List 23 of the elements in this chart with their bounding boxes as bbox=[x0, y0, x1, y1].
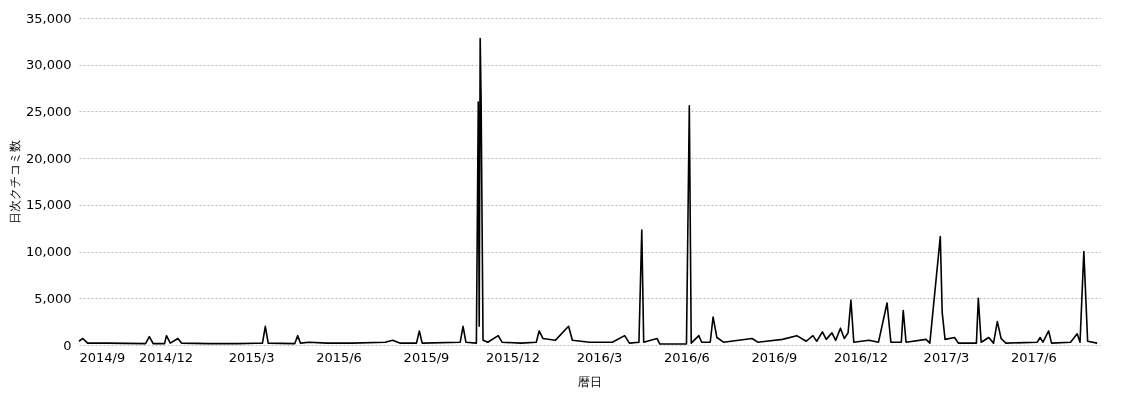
y-tick-label: 35,000 bbox=[26, 10, 72, 26]
y-tick-label: 10,000 bbox=[26, 244, 72, 260]
x-tick-label: 2017/6 bbox=[1011, 349, 1057, 365]
y-tick-label: 0 bbox=[63, 337, 72, 353]
x-tick-label: 2017/3 bbox=[923, 349, 970, 365]
x-tick-label: 2014/12 bbox=[139, 349, 194, 365]
x-tick-label: 2015/12 bbox=[485, 349, 541, 365]
y-tick-label: 25,000 bbox=[26, 103, 72, 119]
x-tick-label: 2015/6 bbox=[316, 349, 362, 365]
x-tick-label: 2016/9 bbox=[751, 349, 798, 365]
x-tick-label: 2015/9 bbox=[403, 349, 450, 365]
x-tick-label: 2015/3 bbox=[228, 349, 275, 365]
x-tick-label: 2016/6 bbox=[664, 349, 710, 365]
x-tick-label: 2016/12 bbox=[833, 349, 888, 365]
y-tick-label: 30,000 bbox=[26, 57, 72, 73]
line-series bbox=[78, 37, 1098, 345]
x-tick-label: 2016/3 bbox=[576, 349, 623, 365]
y-tick-label: 20,000 bbox=[26, 150, 72, 166]
x-axis-title: 暦日 bbox=[578, 374, 602, 389]
y-tick-label: 5,000 bbox=[34, 290, 72, 306]
x-tick-label: 2014/9 bbox=[79, 349, 126, 365]
y-tick-label: 15,000 bbox=[26, 197, 72, 213]
y-axis-title: 日次クチコミ数 bbox=[8, 140, 23, 224]
